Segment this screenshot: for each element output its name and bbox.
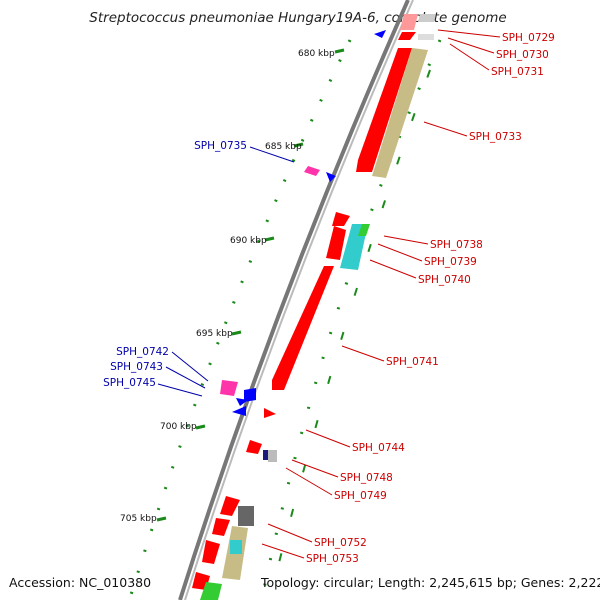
gene-label: SPH_0741 [386, 356, 439, 368]
tick-label: 695 kbp [196, 329, 233, 339]
gene-label: SPH_0738 [430, 239, 483, 251]
gene-label: SPH_0744 [352, 442, 405, 454]
tick-marks [156, 48, 345, 522]
gene-label: SPH_0748 [340, 472, 393, 484]
map-title: Streptococcus pneumoniae Hungary19A-6, c… [89, 10, 506, 26]
gene-SPH_0733-cds [372, 48, 428, 178]
gene-label: SPH_0743 [110, 361, 163, 373]
gene-label: SPH_0749 [334, 490, 387, 502]
tick-label: 685 kbp [265, 142, 302, 152]
gene-label: SPH_0735 [194, 140, 247, 152]
tick-label: 680 kbp [298, 49, 335, 59]
tick-label: 700 kbp [160, 422, 197, 432]
tick-label: 705 kbp [120, 514, 157, 524]
gene-label: SPH_0731 [491, 66, 544, 78]
genome-summary-text: Topology: circular; Length: 2,245,615 bp… [261, 575, 600, 590]
gene-label: SPH_0733 [469, 131, 522, 143]
gc-content-ring [128, 39, 442, 599]
reverse-features [220, 30, 386, 416]
accession-text: Accession: NC_010380 [9, 575, 152, 590]
gene-label: SPH_0740 [418, 274, 471, 286]
gene-label: SPH_0753 [306, 553, 359, 565]
gene-label: SPH_0742 [116, 346, 169, 358]
genome-backbone [178, 0, 414, 600]
gene-label: SPH_0745 [103, 377, 156, 389]
reverse-leader-lines [157, 146, 295, 397]
gene-SPH_0741 [272, 266, 334, 390]
gene-label: SPH_0730 [496, 49, 549, 61]
forward-features [192, 14, 436, 600]
forward-leader-lines [261, 29, 501, 559]
gene-label: SPH_0752 [314, 537, 367, 549]
gene-label: SPH_0729 [502, 32, 555, 44]
gene-label: SPH_0739 [424, 256, 477, 268]
tick-label: 690 kbp [230, 236, 267, 246]
gene-SPH_0733 [356, 48, 412, 172]
